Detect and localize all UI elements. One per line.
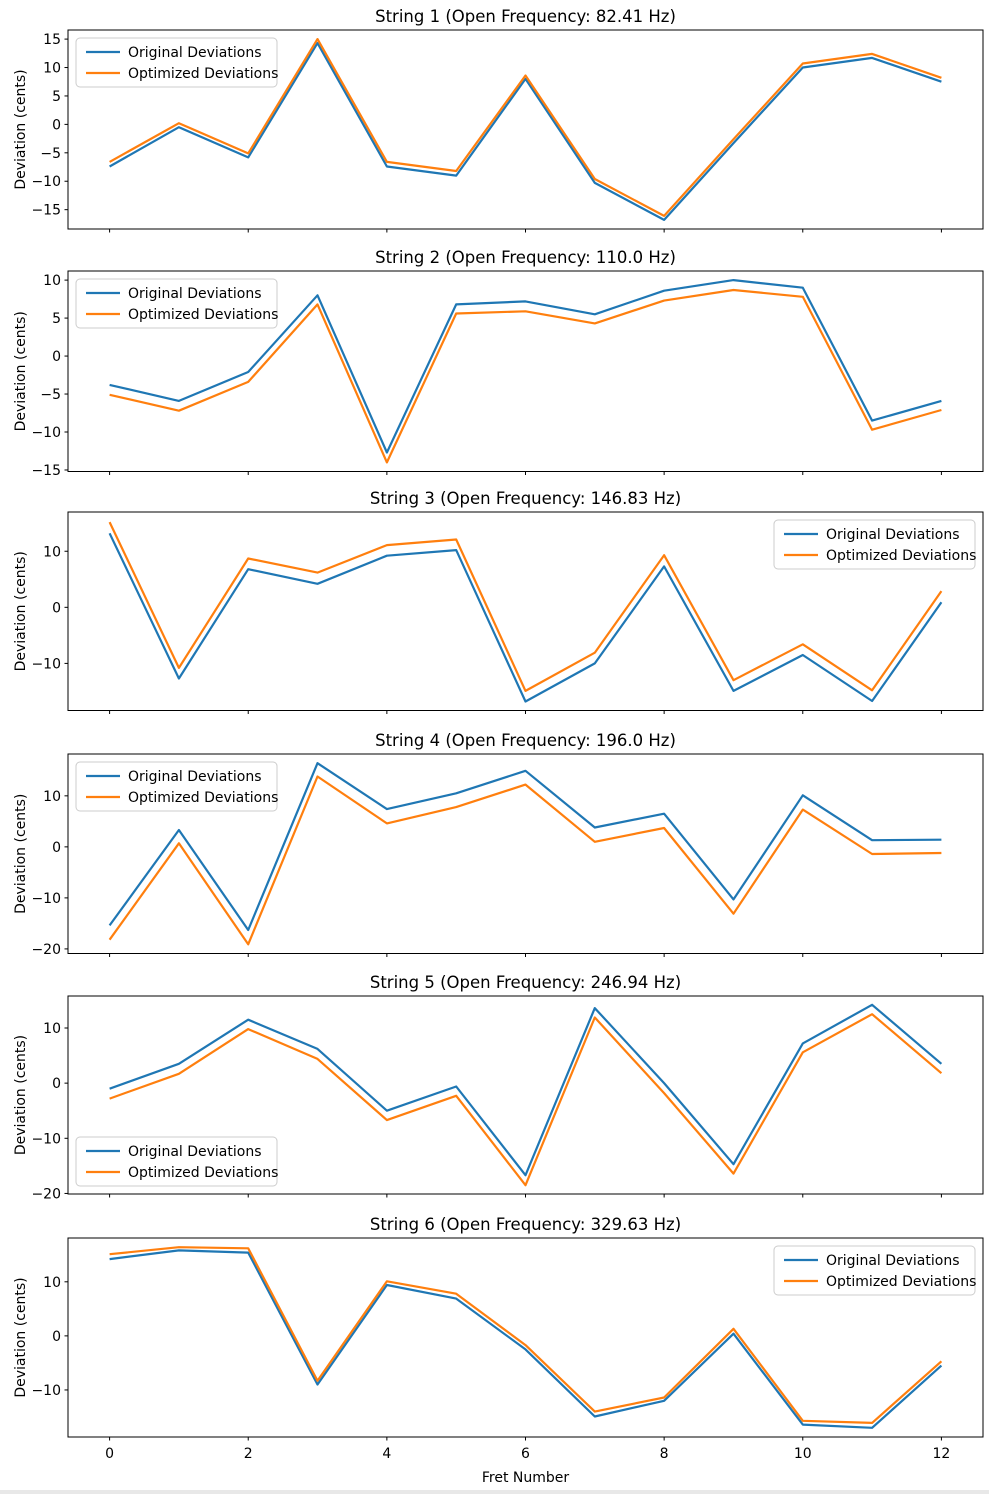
y-tick-label: −10 <box>31 174 61 190</box>
legend: Original Deviations Optimized Deviations <box>773 519 976 570</box>
line-original-deviations <box>108 532 943 703</box>
x-tick-label: 8 <box>660 1446 669 1462</box>
line-original-deviations <box>108 762 942 932</box>
y-tick-label: −15 <box>31 463 61 479</box>
legend-label-optimized: Optimized Deviations <box>826 1274 976 1290</box>
legend-label-optimized: Optimized Deviations <box>128 307 278 323</box>
plot-frame <box>67 1237 984 1438</box>
legend-box <box>773 1245 976 1296</box>
y-tick-label: −5 <box>40 387 61 403</box>
subplot-title: String 3 (Open Frequency: 146.83 Hz) <box>370 489 681 508</box>
legend-label-optimized: Optimized Deviations <box>128 1165 278 1181</box>
line-optimized-deviations <box>109 37 942 217</box>
subplot-string-3: String 3 (Open Frequency: 146.83 Hz) 10 0 −… <box>13 489 984 714</box>
legend-box <box>75 37 278 88</box>
legend-label-optimized: Optimized Deviations <box>826 548 976 564</box>
line-optimized-deviations <box>109 288 942 464</box>
y-tick-label: −10 <box>31 1131 61 1147</box>
line-optimized-deviations <box>109 1246 943 1425</box>
subplot-string-5: String 5 (Open Frequency: 246.94 Hz) 10 0 −… <box>13 973 984 1202</box>
line-original-deviations <box>109 41 942 221</box>
legend-box <box>773 519 976 570</box>
subplot-string-2: String 2 (Open Frequency: 110.0 Hz) 10 5 0 −… <box>13 248 984 479</box>
y-tick-label: 5 <box>52 89 61 105</box>
legend: Original Deviations Optimized Deviations <box>75 761 278 812</box>
subplot-string-6: String 6 (Open Frequency: 329.63 Hz) 10 0 −… <box>13 1215 984 1486</box>
legend-label-original: Original Deviations <box>128 769 262 785</box>
x-tick-label: 10 <box>794 1446 812 1462</box>
line-original-deviations <box>109 1003 943 1177</box>
subplot-string-1: String 1 (Open Frequency: 82.41 Hz) 15 10 5… <box>13 7 984 233</box>
y-axis-label: Deviation (cents) <box>13 311 29 431</box>
line-optimized-deviations <box>108 775 942 946</box>
legend: Original Deviations Optimized Deviations <box>75 37 278 88</box>
y-axis-label: Deviation (cents) <box>13 69 29 189</box>
y-tick-label: 10 <box>43 61 61 77</box>
subplot-title: String 6 (Open Frequency: 329.63 Hz) <box>370 1215 681 1234</box>
legend: Original Deviations Optimized Deviations <box>773 1245 976 1296</box>
legend-label-optimized: Optimized Deviations <box>128 790 278 806</box>
y-tick-label: 0 <box>52 1076 61 1092</box>
line-optimized-deviations <box>108 521 943 693</box>
subplot-string-4: String 4 (Open Frequency: 196.0 Hz) 10 0 −1… <box>13 731 984 958</box>
y-tick-label: 0 <box>52 600 61 616</box>
y-tick-label: 5 <box>52 311 61 327</box>
line-optimized-deviations <box>109 1013 943 1187</box>
subplot-title: String 4 (Open Frequency: 196.0 Hz) <box>375 731 676 750</box>
y-tick-label: 10 <box>43 544 61 560</box>
subplot-title: String 5 (Open Frequency: 246.94 Hz) <box>370 973 681 992</box>
y-tick-label: 10 <box>43 273 61 289</box>
y-tick-label: −10 <box>31 1383 61 1399</box>
y-tick-label: −10 <box>31 891 61 907</box>
line-original-deviations <box>109 1249 943 1429</box>
y-axis-label: Deviation (cents) <box>13 794 29 914</box>
y-axis-label: Deviation (cents) <box>13 1035 29 1155</box>
y-tick-label: −20 <box>31 942 61 958</box>
subplot-title: String 1 (Open Frequency: 82.41 Hz) <box>375 7 676 26</box>
legend-label-original: Original Deviations <box>826 527 960 543</box>
y-tick-label: −10 <box>31 425 61 441</box>
y-tick-label: 0 <box>52 840 61 856</box>
x-tick-label: 4 <box>382 1446 391 1462</box>
y-tick-label: −15 <box>31 203 61 219</box>
y-axis-label: Deviation (cents) <box>13 1277 29 1397</box>
legend-label-original: Original Deviations <box>128 45 262 61</box>
legend-label-original: Original Deviations <box>128 1144 262 1160</box>
y-tick-label: −10 <box>31 656 61 672</box>
y-tick-label: 10 <box>43 1021 61 1037</box>
subplot-title: String 2 (Open Frequency: 110.0 Hz) <box>375 248 676 267</box>
legend-box <box>75 761 278 812</box>
y-tick-label: 15 <box>43 32 61 48</box>
legend: Original Deviations Optimized Deviations <box>75 278 278 329</box>
x-tick-label: 0 <box>105 1446 114 1462</box>
line-original-deviations <box>109 279 942 454</box>
y-tick-label: 0 <box>52 349 61 365</box>
y-tick-label: 10 <box>43 1275 61 1291</box>
y-tick-label: −20 <box>31 1186 61 1202</box>
legend-label-original: Original Deviations <box>128 286 262 302</box>
y-tick-label: 0 <box>52 117 61 133</box>
legend-box <box>75 1136 278 1187</box>
y-tick-label: 10 <box>43 789 61 805</box>
y-tick-label: 0 <box>52 1329 61 1345</box>
legend-label-optimized: Optimized Deviations <box>128 66 278 82</box>
legend-box <box>75 278 278 329</box>
x-tick-label: 6 <box>521 1446 530 1462</box>
legend-label-original: Original Deviations <box>826 1253 960 1269</box>
y-tick-label: −5 <box>40 146 61 162</box>
x-axis-label: Fret Number <box>482 1470 570 1486</box>
x-tick-label: 2 <box>244 1446 253 1462</box>
y-axis-label: Deviation (cents) <box>13 551 29 671</box>
legend: Original Deviations Optimized Deviations <box>75 1136 278 1187</box>
x-tick-label: 12 <box>932 1446 950 1462</box>
